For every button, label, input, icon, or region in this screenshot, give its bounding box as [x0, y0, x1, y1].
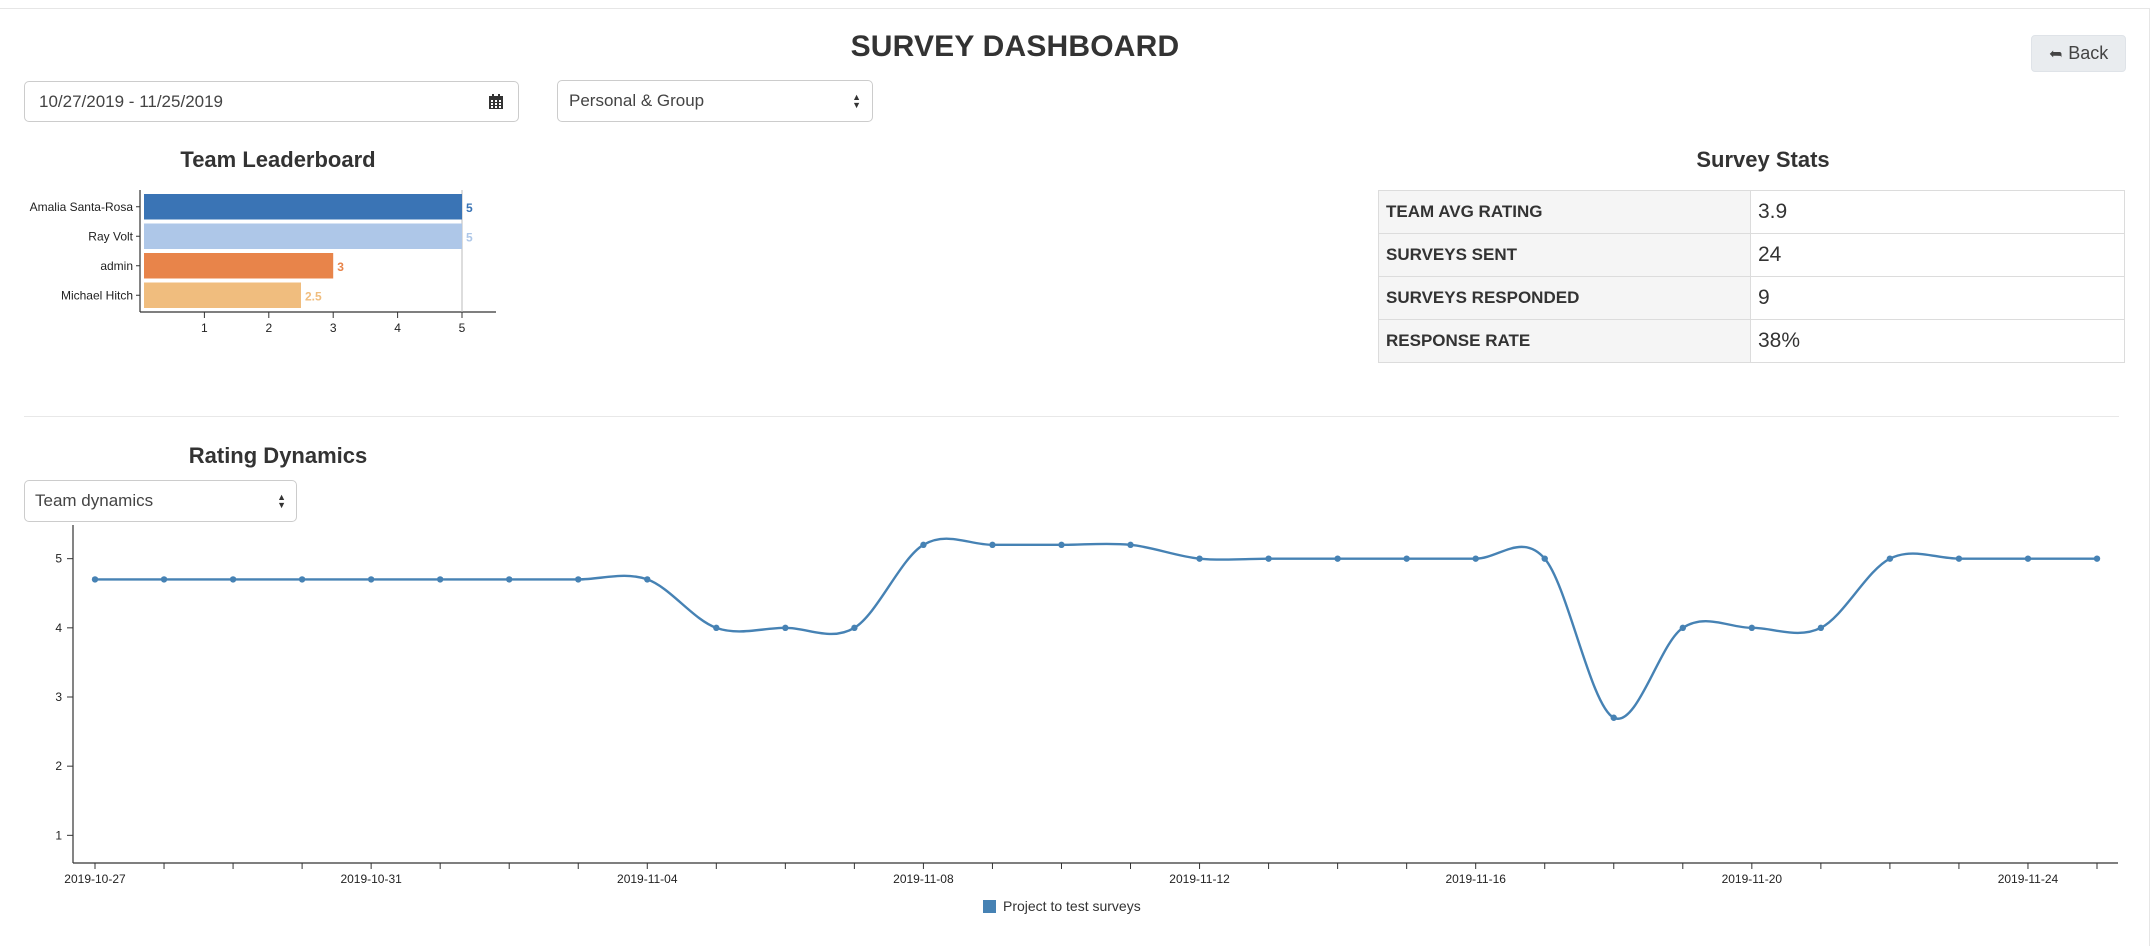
scope-select-value: Personal & Group [569, 91, 705, 110]
date-range-picker[interactable]: 10/27/2019 - 11/25/2019 [24, 81, 519, 122]
date-range-value: 10/27/2019 - 11/25/2019 [39, 91, 224, 111]
dynamics-mode-value: Team dynamics [35, 491, 154, 510]
data-point [2024, 555, 2032, 562]
y-tick-label: 4 [55, 621, 62, 635]
data-point [1679, 624, 1686, 632]
data-point [1265, 555, 1272, 562]
x-tick-label: 2019-11-12 [1169, 872, 1230, 885]
data-point [2093, 555, 2101, 562]
dynamics-mode-select[interactable]: Team dynamics ▲ ▼ [24, 480, 297, 522]
x-tick-label: 3 [330, 321, 337, 335]
chart-legend[interactable]: Project to test surveys [983, 898, 1141, 914]
stats-label: RESPONSE RATE [1378, 319, 1751, 363]
legend-label: Project to test surveys [1003, 898, 1141, 914]
x-tick-label: 2019-11-04 [617, 872, 678, 885]
data-point [1196, 555, 1203, 562]
stats-label: TEAM AVG RATING [1378, 190, 1751, 234]
leaderboard-category-label: Amalia Santa-Rosa [30, 200, 134, 214]
data-point [367, 576, 375, 583]
leaderboard-data-label: 5 [466, 201, 473, 215]
data-point [1403, 555, 1410, 562]
data-point [1886, 555, 1894, 562]
scope-select[interactable]: Personal & Group ▲ ▼ [557, 80, 873, 122]
stats-row-surveys-sent: SURVEYS SENT 24 [1378, 233, 2125, 277]
leaderboard-data-label: 5 [466, 230, 473, 244]
rating-dynamics-chart: 1 2 3 4 5 2019-10-27 2019-10-31 2019-11-04 2019-… [55, 525, 2118, 885]
legend-swatch [983, 899, 996, 913]
leaderboard-bar [144, 282, 301, 308]
survey-stats-table: TEAM AVG RATING 3.9 SURVEYS SENT 24 SURV… [1378, 190, 2125, 363]
x-tick-label: 2019-11-20 [1722, 872, 1783, 885]
data-point [1334, 555, 1341, 562]
data-point [229, 576, 237, 583]
stats-label: SURVEYS RESPONDED [1378, 276, 1751, 320]
data-point [1955, 555, 1963, 562]
data-point [782, 624, 789, 632]
leaderboard-bar [144, 253, 334, 279]
select-caret-icon: ▲ ▼ [852, 92, 861, 110]
data-point [1748, 624, 1756, 632]
data-point [1127, 541, 1134, 549]
x-tick-label: 2019-10-27 [64, 872, 126, 885]
leaderboard-chart: Amalia Santa-Rosa 5 Ray Volt 5 admin 3 Michael… [30, 190, 496, 335]
y-tick-label: 5 [55, 552, 62, 566]
stats-value: 38% [1750, 319, 2125, 363]
leaderboard-title: Team Leaderboard [180, 147, 376, 172]
leaderboard-category-label: Ray Volt [88, 229, 133, 243]
data-point [1058, 541, 1065, 549]
data-point [91, 576, 99, 583]
rating-dynamics-title: Rating Dynamics [188, 443, 368, 468]
x-tick-label: 2019-10-31 [340, 872, 402, 885]
data-point [298, 576, 306, 583]
data-point [644, 576, 651, 583]
leaderboard-category-label: admin [100, 259, 133, 273]
data-point [1472, 555, 1479, 562]
x-tick-label: 4 [394, 321, 401, 335]
x-tick-label: 5 [459, 321, 466, 335]
section-divider [24, 416, 2119, 417]
leaderboard-bar [144, 194, 462, 220]
stats-row-response-rate: RESPONSE RATE 38% [1378, 319, 2125, 363]
stats-value: 24 [1750, 233, 2125, 277]
stats-row-surveys-responded: SURVEYS RESPONDED 9 [1378, 276, 2125, 320]
x-tick-label: 2019-11-08 [893, 872, 954, 885]
calendar-icon[interactable] [488, 93, 504, 110]
back-button-label: Back [2068, 43, 2109, 63]
y-tick-label: 2 [55, 759, 62, 773]
data-point [1817, 624, 1825, 632]
stats-value: 9 [1750, 276, 2125, 320]
leaderboard-data-label: 2.5 [305, 289, 322, 303]
data-point [1610, 714, 1617, 721]
data-point [989, 541, 996, 549]
x-tick-label: 2019-11-24 [1998, 872, 2059, 885]
data-point [436, 576, 444, 583]
dashboard-frame [0, 8, 2150, 946]
select-caret-icon: ▲ ▼ [277, 492, 286, 510]
leaderboard-category-label: Michael Hitch [61, 288, 133, 302]
y-tick-label: 1 [55, 828, 62, 842]
x-tick-label: 2 [265, 321, 272, 335]
data-point [920, 541, 927, 549]
reply-arrow-icon: ➦ [2048, 45, 2063, 63]
stats-row-avg-rating: TEAM AVG RATING 3.9 [1378, 190, 2125, 234]
data-point [1541, 555, 1548, 562]
y-tick-label: 3 [55, 690, 62, 704]
stats-label: SURVEYS SENT [1378, 233, 1751, 277]
data-point [713, 624, 720, 632]
leaderboard-bar [144, 223, 462, 249]
data-point [851, 624, 858, 632]
x-tick-label: 2019-11-16 [1445, 872, 1506, 885]
data-point [575, 576, 582, 583]
back-button[interactable]: ➦ Back [2031, 35, 2126, 72]
x-tick-label: 1 [201, 321, 208, 335]
leaderboard-data-label: 3 [337, 260, 344, 274]
data-point [160, 576, 168, 583]
page-title: SURVEY DASHBOARD [850, 30, 1180, 63]
data-point [506, 576, 513, 583]
series-line [94, 537, 2097, 720]
survey-stats-title: Survey Stats [1696, 147, 1830, 172]
stats-value: 3.9 [1750, 190, 2125, 234]
